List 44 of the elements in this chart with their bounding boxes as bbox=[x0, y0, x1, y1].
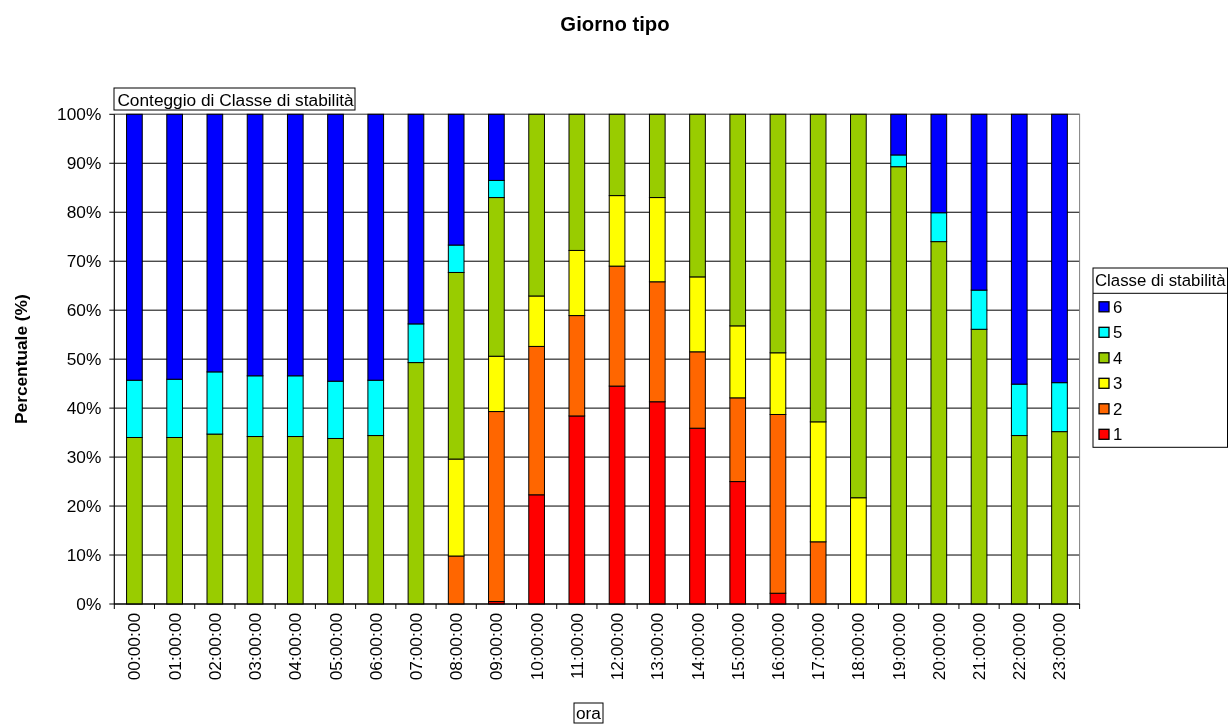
x-tick-label: 23:00:00 bbox=[1049, 613, 1070, 681]
x-tick-label: 11:00:00 bbox=[566, 613, 587, 679]
y-tick-label: 20% bbox=[66, 496, 102, 517]
x-tick-label: 21:00:00 bbox=[969, 613, 990, 681]
y-tick-label: 0% bbox=[76, 594, 102, 615]
x-tick-label: 01:00:00 bbox=[164, 613, 185, 681]
x-tick-label: 02:00:00 bbox=[204, 613, 225, 681]
legend-label: 6 bbox=[1113, 297, 1123, 317]
chart-title: Giorno tipo bbox=[560, 12, 670, 35]
y-tick-label: 10% bbox=[66, 545, 102, 566]
x-tick-label: 20:00:00 bbox=[928, 613, 949, 681]
legend-label: 3 bbox=[1113, 374, 1123, 394]
legend-title: Classe di stabilità bbox=[1095, 271, 1227, 290]
x-tick-label: 12:00:00 bbox=[607, 613, 628, 681]
y-tick-label: 60% bbox=[66, 300, 102, 321]
y-tick-label: 50% bbox=[66, 349, 102, 370]
x-tick-label: 06:00:00 bbox=[365, 613, 386, 681]
x-tick-label: 16:00:00 bbox=[767, 613, 788, 681]
legend-label: 2 bbox=[1113, 399, 1123, 419]
x-tick-label: 10:00:00 bbox=[526, 613, 547, 681]
x-tick-label: 03:00:00 bbox=[245, 613, 266, 681]
legend-label: 5 bbox=[1113, 323, 1123, 343]
y-tick-label: 40% bbox=[66, 398, 102, 419]
x-tick-label: 09:00:00 bbox=[486, 613, 507, 681]
x-tick-label: 19:00:00 bbox=[888, 613, 909, 681]
y-tick-label: 100% bbox=[57, 104, 102, 125]
y-tick-label: 70% bbox=[66, 251, 102, 272]
x-tick-label: 17:00:00 bbox=[808, 613, 829, 681]
x-tick-label: 00:00:00 bbox=[124, 613, 145, 681]
y-axis-title: Percentuale (%) bbox=[11, 294, 31, 424]
y-tick-label: 90% bbox=[66, 153, 102, 174]
x-tick-label: 07:00:00 bbox=[405, 613, 426, 681]
y-tick-label: 80% bbox=[66, 202, 102, 223]
y-tick-label: 30% bbox=[66, 447, 102, 468]
legend-label: 1 bbox=[1113, 425, 1123, 445]
x-tick-label: 22:00:00 bbox=[1009, 613, 1030, 681]
x-tick-label: 04:00:00 bbox=[285, 613, 306, 681]
legend-label: 4 bbox=[1113, 348, 1123, 368]
x-tick-label: 15:00:00 bbox=[727, 613, 748, 681]
x-tick-label: 13:00:00 bbox=[647, 613, 668, 681]
x-tick-label: 18:00:00 bbox=[848, 613, 869, 681]
x-tick-label: 08:00:00 bbox=[446, 613, 467, 681]
x-tick-label: 14:00:00 bbox=[687, 613, 708, 681]
x-tick-label: 05:00:00 bbox=[325, 613, 346, 681]
